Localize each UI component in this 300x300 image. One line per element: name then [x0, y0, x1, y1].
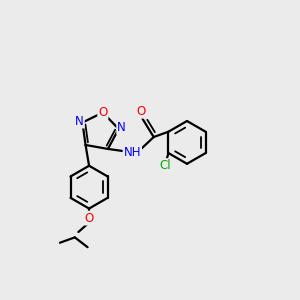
Text: NH: NH	[124, 146, 141, 159]
Text: O: O	[98, 106, 107, 119]
Text: O: O	[84, 212, 94, 225]
Text: Cl: Cl	[159, 159, 171, 172]
Text: N: N	[75, 115, 84, 128]
Text: N: N	[117, 121, 126, 134]
Text: O: O	[136, 105, 146, 118]
